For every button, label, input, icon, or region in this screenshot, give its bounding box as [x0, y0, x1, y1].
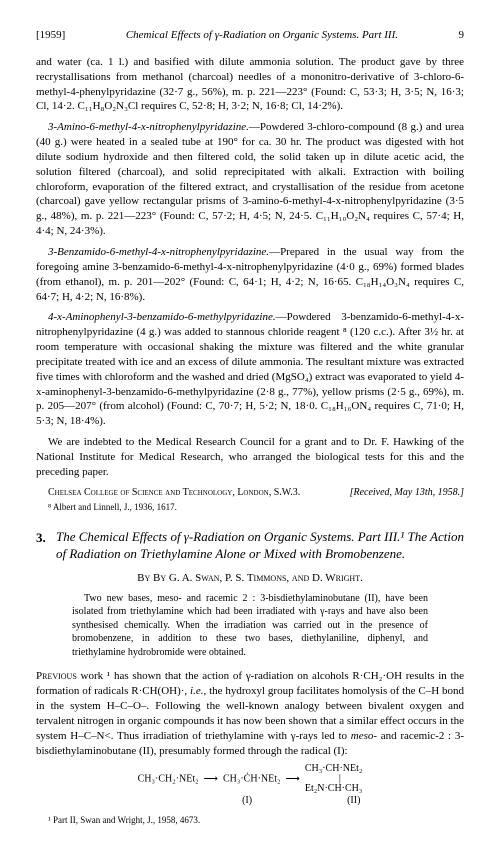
body-paragraph-1: Previous work ¹ has shown that the actio… [36, 669, 464, 758]
label-II: (II) [347, 795, 360, 806]
p4-body: —Powdered 3-benzamido-6-methyl-4-x-nitro… [36, 311, 464, 427]
paragraph-2: 3-Amino-6-methyl-4-x-nitrophenylpyridazi… [36, 120, 464, 239]
byline: By By G. A. Swan, P. S. Timmons, and D. … [36, 571, 464, 586]
authors: By G. A. Swan, P. S. Timmons, and D. Wri… [153, 572, 363, 584]
acknowledgement: We are indebted to the Medical Research … [36, 435, 464, 480]
arrow2: ⟶ [286, 774, 300, 785]
received-date: [Received, May 13th, 1958.] [338, 486, 464, 500]
p2-title: 3-Amino-6-methyl-4-x-nitrophenylpyridazi… [48, 121, 249, 133]
paragraph-3: 3-Benzamido-6-methyl-4-x-nitrophenylpyri… [36, 245, 464, 304]
section-title-text: The Chemical Effects of γ-Radiation on O… [56, 529, 464, 563]
p4-title: 4-x-Aminophenyl-3-benzamido-6-methylpyri… [48, 311, 276, 323]
paragraph-4: 4-x-Aminophenyl-3-benzamido-6-methylpyri… [36, 310, 464, 429]
header-title: Chemical Effects of γ-Radiation on Organ… [126, 28, 398, 43]
affil-text: Chelsea College of Science and Technolog… [48, 487, 300, 498]
initial-word: Previous [36, 670, 77, 682]
affiliation: Chelsea College of Science and Technolog… [36, 486, 464, 500]
scheme-right-bot: Et₂N·CH·CH₃ [305, 783, 363, 794]
section-number: 3. [36, 529, 56, 563]
b1b: i.e., [190, 685, 206, 697]
section-title: 3. The Chemical Effects of γ-Radiation o… [36, 529, 464, 563]
scheme-left: CH₃·CH₂·NEt₂ [138, 774, 199, 785]
label-I: (I) [242, 795, 252, 806]
footnote-8: ⁸ Albert and Linnell, J., 1936, 1617. [48, 501, 464, 513]
scheme-mid: CH₃·ĊH·NEt₂ [223, 774, 281, 785]
p3-title: 3-Benzamido-6-methyl-4-x-nitrophenylpyri… [48, 246, 269, 258]
running-header: [1959] Chemical Effects of γ-Radiation o… [36, 28, 464, 43]
abstract: Two new bases, meso- and racemic 2 : 3-b… [72, 592, 428, 660]
reaction-scheme: CH₃·CH₂·NEt₂ ⟶ CH₃·ĊH·NEt₂ ⟶ CH₃·CH·NEt₂… [36, 764, 464, 808]
p2-body: —Powdered 3-chloro-compound (8 g.) and u… [36, 121, 464, 237]
b1d: meso- [351, 730, 377, 742]
footnote-1: ¹ Part II, Swan and Wright, J., 1958, 46… [48, 814, 464, 826]
paragraph-1: and water (ca. 1 l.) and basified with d… [36, 55, 464, 114]
header-page: 9 [459, 28, 465, 43]
arrow1: ⟶ [204, 774, 218, 785]
header-year: [1959] [36, 28, 65, 43]
